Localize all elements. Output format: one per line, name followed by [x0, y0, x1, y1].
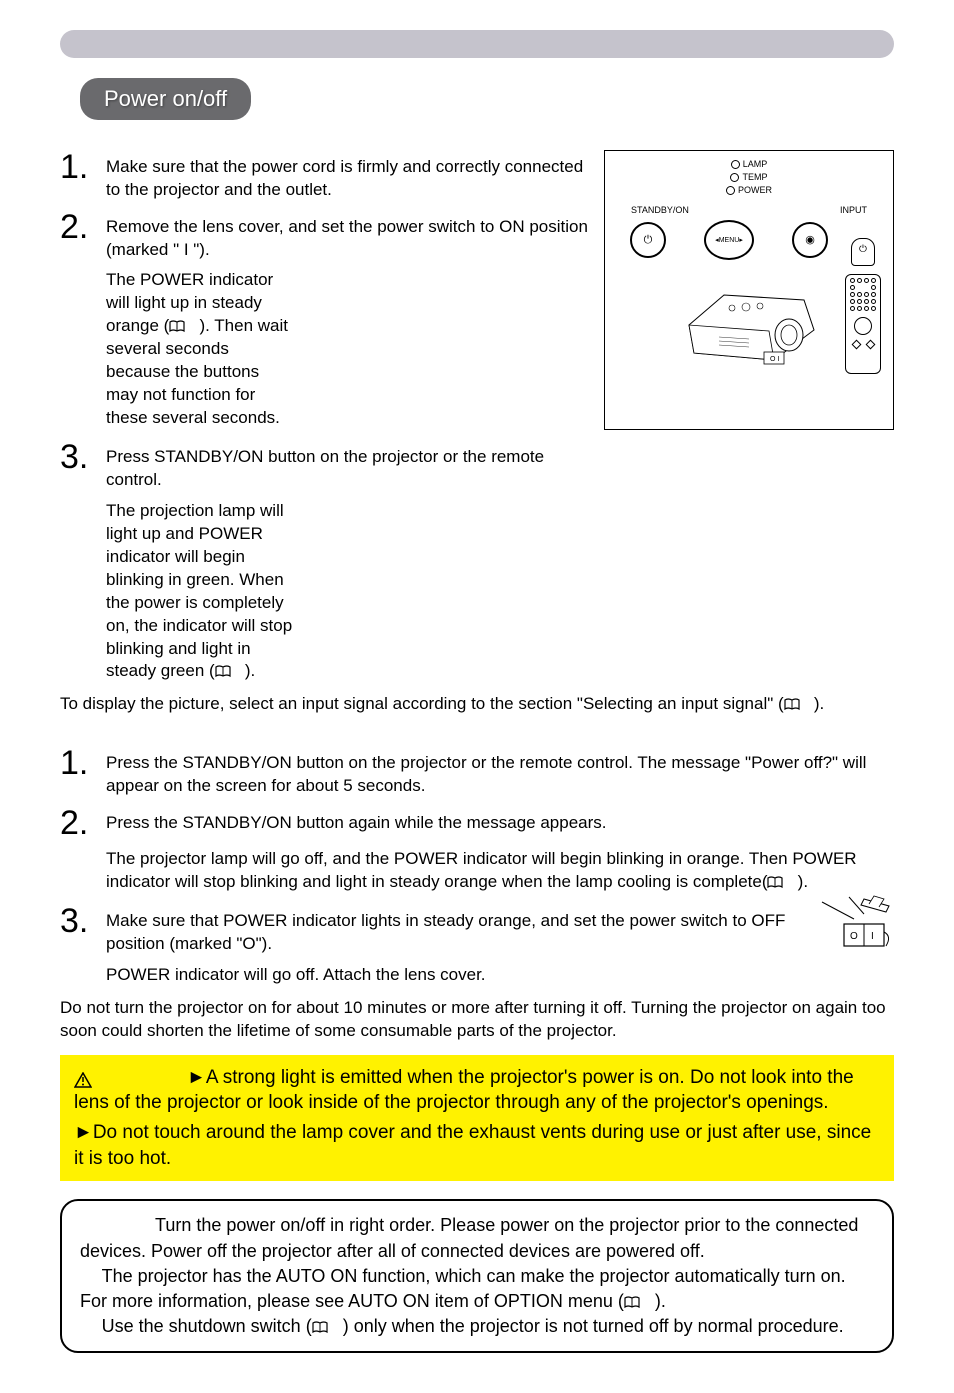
power-off-step-1: 1. Press the STANDBY/ON button on the pr… — [60, 746, 894, 798]
input-label: INPUT — [840, 204, 867, 216]
svg-text:O: O — [850, 931, 858, 942]
power-on-step-1: 1. Make sure that the power cord is firm… — [60, 150, 594, 202]
warning-icon — [74, 1070, 92, 1086]
step-text: Press STANDBY/ON button on the projector… — [106, 440, 594, 492]
header-bar — [60, 30, 894, 58]
step-text: Make sure that the power cord is firmly … — [106, 150, 594, 202]
step-text: Press the STANDBY/ON button again while … — [106, 806, 894, 840]
step-text: Press the STANDBY/ON button on the proje… — [106, 746, 894, 798]
menu-button-diagram: ◂ MENU ▸ — [704, 220, 754, 260]
step-number: 2. — [60, 210, 98, 262]
book-icon — [312, 1321, 328, 1334]
book-icon — [784, 698, 800, 711]
note-p1: Turn the power on/off in right order. Pl… — [80, 1213, 874, 1263]
power-label: POWER — [738, 185, 772, 195]
note-p2: The projector has the AUTO ON function, … — [80, 1264, 874, 1314]
power-switch-illustration: O I — [814, 894, 894, 954]
remote-illustration: ⏻ — [845, 238, 881, 374]
standby-button-diagram: ⏻ — [630, 222, 666, 258]
power-off-step-2: 2. Press the STANDBY/ON button again whi… — [60, 806, 894, 840]
note-box: Turn the power on/off in right order. Pl… — [60, 1199, 894, 1353]
book-icon — [215, 665, 231, 678]
power-off-step-3-continuation: POWER indicator will go off. Attach the … — [106, 964, 894, 987]
book-icon — [169, 320, 185, 333]
power-on-step-3: 3. Press STANDBY/ON button on the projec… — [60, 440, 594, 492]
step-number: 1. — [60, 150, 98, 202]
arrow-right-icon: ► — [187, 1065, 206, 1091]
book-icon — [767, 876, 783, 889]
input-signal-paragraph: To display the picture, select an input … — [60, 693, 894, 716]
step-number: 2. — [60, 806, 98, 840]
warning-line-2: Do not touch around the lamp cover and t… — [74, 1122, 871, 1169]
step-3-continuation: The projection lamp will light up and PO… — [106, 500, 294, 684]
power-off-step-2-continuation: The projector lamp will go off, and the … — [106, 848, 894, 894]
warning-box: ►A strong light is emitted when the proj… — [60, 1055, 894, 1182]
arrow-right-icon: ► — [74, 1120, 93, 1146]
svg-text:O I: O I — [770, 356, 779, 363]
step-2-continuation: The POWER indicator will light up in ste… — [106, 269, 294, 430]
step-number: 3. — [60, 904, 98, 956]
step-text: Make sure that POWER indicator lights in… — [106, 904, 804, 956]
book-icon — [624, 1296, 640, 1309]
temp-label: TEMP — [742, 172, 767, 182]
step-text: Remove the lens cover, and set the power… — [106, 210, 594, 262]
section-title-pill: Power on/off — [80, 78, 251, 120]
input-button-diagram: ◉ — [792, 222, 828, 258]
standby-label: STANDBY/ON — [631, 204, 689, 216]
step-number: 1. — [60, 746, 98, 798]
power-off-step-3: 3. Make sure that POWER indicator lights… — [60, 904, 804, 956]
svg-text:I: I — [871, 931, 874, 942]
power-off-after-paragraph: Do not turn the projector on for about 1… — [60, 997, 894, 1043]
control-panel-diagram: LAMP TEMP POWER STANDBY/ON INPUT ⏻ ◂ MEN… — [604, 150, 894, 430]
step-number: 3. — [60, 440, 98, 492]
note-p3: Use the shutdown switch ( ) only when th… — [80, 1314, 874, 1339]
lamp-label: LAMP — [743, 159, 768, 169]
power-on-step-2: 2. Remove the lens cover, and set the po… — [60, 210, 594, 262]
